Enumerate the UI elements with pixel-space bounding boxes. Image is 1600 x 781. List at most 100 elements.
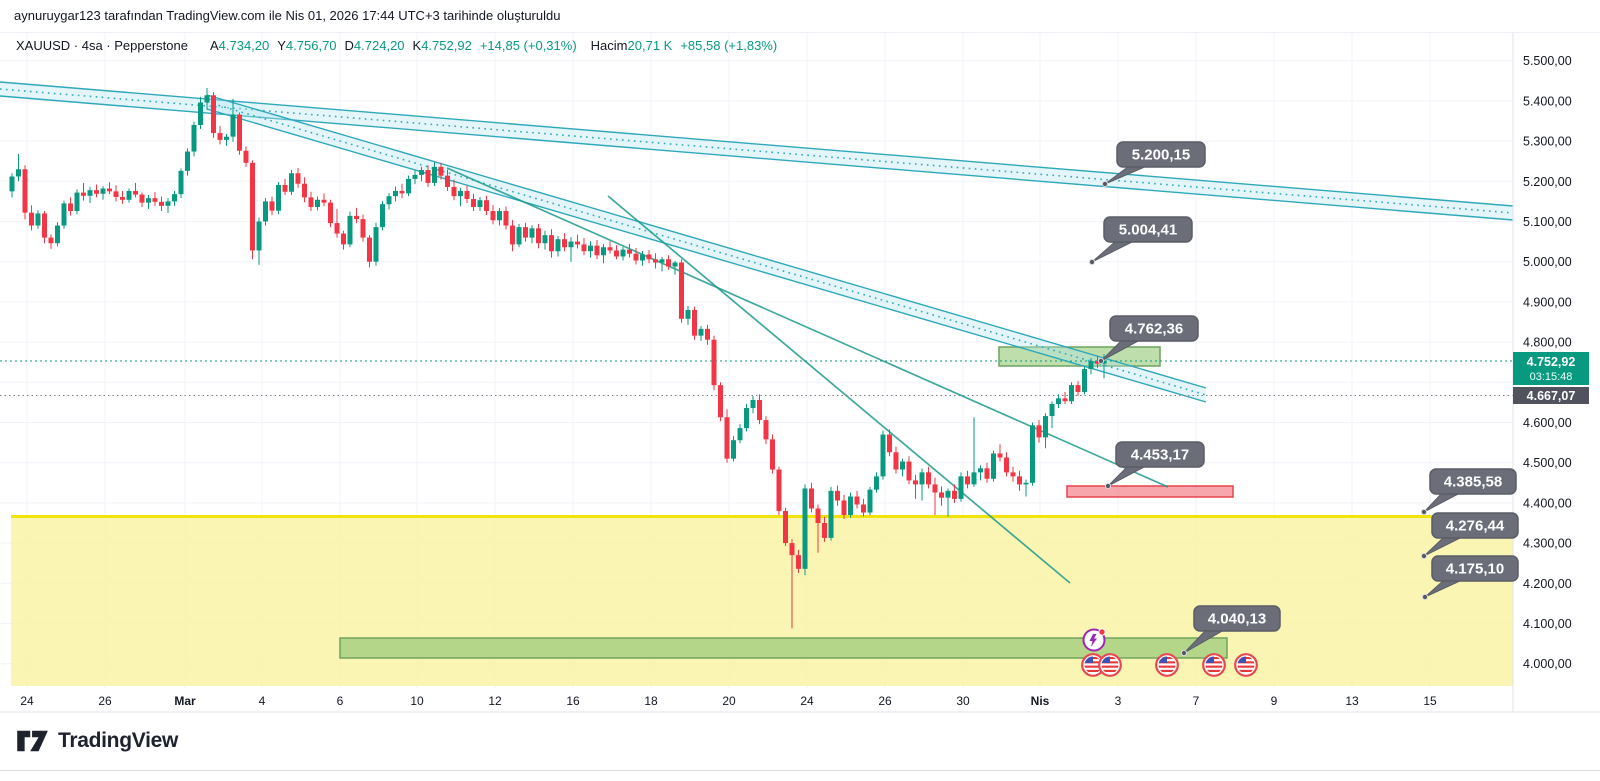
candle-body — [1043, 416, 1048, 438]
upper-parallel-channel-lower-line[interactable] — [0, 95, 1514, 221]
candle-body — [393, 190, 398, 197]
us-flag-event-icon[interactable] — [1234, 653, 1258, 677]
candle-body — [854, 496, 860, 505]
symbol-title: XAUUSD · 4sa · Pepperstone — [16, 38, 188, 53]
candle-body — [224, 136, 229, 140]
us-flag-event-icon[interactable] — [1081, 653, 1105, 677]
callout-price-text: 4.276,44 — [1446, 518, 1505, 535]
us-flag-event-icon[interactable] — [1098, 653, 1122, 677]
demand-zone-bottom-rect[interactable] — [339, 637, 1228, 659]
candle-body — [984, 468, 990, 479]
candle-body — [523, 227, 528, 238]
change-value: +14,85 (+0,31%) — [479, 38, 577, 53]
tradingview-logo[interactable]: TradingView — [16, 728, 178, 754]
price-axis-label: 5.200,00 — [1523, 175, 1572, 189]
price-callout[interactable]: 4.040,13 — [1180, 605, 1281, 657]
candle-body — [581, 244, 587, 252]
candle-body — [399, 190, 405, 194]
callout-box[interactable] — [1431, 512, 1519, 539]
close-value: 4.752,92 — [421, 38, 472, 53]
upper-parallel-channel-midline — [0, 88, 1514, 214]
steep-parallel-channel-lower-line[interactable] — [206, 108, 1207, 403]
trendline-steep[interactable] — [607, 195, 1071, 584]
price-callout[interactable]: 4.276,44 — [1420, 512, 1519, 560]
candle-body — [737, 428, 743, 441]
candle-body — [614, 250, 619, 257]
candle-body — [744, 408, 749, 429]
time-axis-label: 24 — [800, 694, 814, 708]
time-axis-label: 4 — [259, 694, 266, 708]
candle-body — [373, 227, 379, 262]
price-callout[interactable]: 4.175,10 — [1421, 555, 1519, 601]
callout-box[interactable] — [1115, 441, 1205, 468]
price-axis-label: 4.800,00 — [1523, 336, 1572, 350]
callout-box[interactable] — [1109, 315, 1199, 342]
low-label: D — [344, 38, 354, 53]
close-label: K — [412, 38, 422, 53]
us-flag-event-icon[interactable] — [1155, 653, 1179, 677]
prev-close-text: 4.667,07 — [1527, 389, 1576, 403]
price-callout[interactable]: 4.453,17 — [1104, 441, 1205, 490]
callout-box[interactable] — [1429, 468, 1517, 495]
symbol-legend[interactable]: XAUUSD · 4sa · Pepperstone A4.734,20 Y4.75… — [16, 38, 777, 53]
candle-body — [347, 215, 353, 245]
demand-zone-bottom[interactable] — [339, 637, 1228, 659]
economic-event-icon[interactable] — [1082, 628, 1106, 652]
yellow-zone-rect[interactable] — [11, 515, 1513, 686]
price-callout[interactable]: 5.004,41 — [1088, 216, 1193, 266]
candle-body — [510, 225, 515, 245]
callout-anchor-dot — [1101, 180, 1109, 188]
upper-parallel-channel[interactable] — [0, 81, 1514, 221]
candle-body — [692, 309, 697, 336]
callout-box[interactable] — [1431, 555, 1519, 582]
candle-body — [679, 262, 684, 319]
candle-body — [659, 259, 665, 263]
price-callout[interactable]: 5.200,15 — [1101, 141, 1206, 188]
callout-price-text: 4.762,36 — [1125, 321, 1183, 338]
resistance-zone-red-rect[interactable] — [1066, 485, 1234, 498]
price-callout[interactable]: 4.385,58 — [1420, 468, 1517, 516]
price-axis-label: 5.400,00 — [1523, 94, 1572, 108]
callout-price-text: 4.385,58 — [1444, 474, 1502, 491]
candle-body — [451, 186, 457, 197]
candle-body — [432, 166, 437, 183]
candle-body — [549, 235, 554, 252]
supply-zone-top-rect[interactable] — [998, 346, 1161, 367]
candle-body — [126, 190, 132, 200]
us-flag-event-icon[interactable] — [1202, 653, 1226, 677]
supply-zone-top[interactable] — [998, 346, 1161, 367]
event-alert-dot — [1098, 628, 1106, 636]
candle-body — [237, 114, 242, 151]
candle-body — [100, 188, 106, 194]
resistance-zone-red[interactable] — [1066, 485, 1234, 498]
current-price-text: 4.752,92 — [1527, 355, 1576, 369]
candle-body — [16, 169, 21, 177]
candle-body — [29, 212, 34, 226]
candle-body — [464, 190, 470, 199]
volume-value: 20,71 K — [627, 38, 673, 53]
candle-body — [653, 259, 658, 263]
high-label: Y — [277, 38, 286, 53]
candle-body — [367, 237, 372, 262]
yellow-zone[interactable] — [11, 515, 1513, 686]
callout-box[interactable] — [1193, 605, 1281, 632]
candle-body — [48, 237, 54, 244]
callout-box[interactable] — [1116, 141, 1206, 168]
candle-body — [640, 254, 645, 261]
flag-face — [1101, 656, 1119, 674]
time-axis-labels[interactable]: 24 26 Mar 4 6 10 12 16 18 20 24 26 30 Nis 3 7 9 13 15 — [20, 694, 1437, 708]
price-callout[interactable]: 4.762,36 — [1097, 315, 1199, 365]
candle-body — [939, 492, 944, 498]
candle-body — [861, 504, 866, 513]
price-axis-labels[interactable]: 5.500,00 5.400,00 5.300,00 5.200,00 5.100,00… — [1523, 54, 1572, 671]
upper-parallel-channel-upper-line[interactable] — [0, 81, 1514, 207]
steep-parallel-channel-upper-line[interactable] — [206, 94, 1207, 389]
candle-body — [913, 480, 918, 485]
time-axis-label: Nis — [1031, 694, 1050, 708]
callout-box[interactable] — [1103, 216, 1193, 243]
candle-body — [68, 203, 73, 212]
candle-body — [256, 221, 262, 251]
candle-body — [536, 228, 541, 244]
price-axis-label: 4.900,00 — [1523, 295, 1572, 309]
callout-tail — [1107, 465, 1147, 487]
